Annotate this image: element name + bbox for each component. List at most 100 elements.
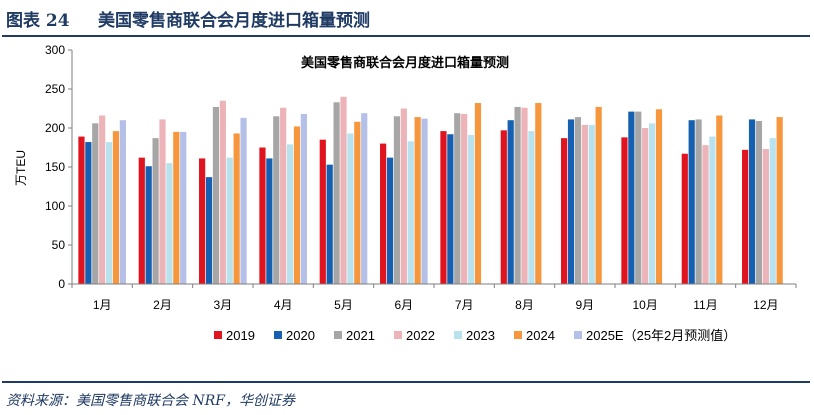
bar (152, 138, 159, 284)
legend-swatch (514, 331, 522, 339)
bar (635, 111, 642, 285)
y-axis: 0 50 100 150 200 250 300 (45, 43, 73, 291)
bar (99, 115, 106, 285)
bar-chart: 美国零售商联合会月度进口箱量预测 万TEU 0 50 100 150 200 250 300… (14, 43, 797, 343)
chart-title: 美国零售商联合会月度进口箱量预测 (301, 55, 509, 70)
legend-swatch (394, 331, 402, 339)
bar (393, 116, 401, 284)
bar (159, 119, 166, 284)
x-tick-label: 5月 (334, 298, 353, 312)
bar (421, 118, 428, 284)
x-axis: 1月 2月 3月 4月 5月 6月 7月 8月 9月 10月 11月 12月 (71, 283, 797, 312)
bar (474, 103, 482, 284)
bar (414, 117, 421, 284)
bar (461, 113, 468, 285)
bar (199, 158, 206, 284)
x-tick-label: 1月 (93, 298, 112, 312)
bars (78, 96, 783, 285)
bar (716, 115, 723, 285)
bar (769, 138, 776, 284)
legend-label: 2022 (406, 328, 435, 343)
legend-label: 2023 (466, 328, 495, 343)
legend-label: 2020 (286, 328, 315, 343)
bar (702, 145, 709, 284)
bar (380, 143, 387, 284)
bar (119, 120, 126, 284)
bar (535, 103, 542, 284)
bar (340, 96, 347, 284)
bar (748, 119, 756, 284)
figure-title: 美国零售商联合会月度进口箱量预测 (98, 11, 370, 31)
bar (454, 113, 461, 285)
y-tick-label: 150 (45, 160, 65, 174)
bar (400, 108, 407, 284)
legend-swatch (334, 331, 342, 339)
legend-swatch (454, 331, 462, 339)
y-tick-label: 100 (45, 199, 65, 213)
x-tick-label: 11月 (693, 298, 717, 312)
x-tick-label: 6月 (394, 298, 413, 312)
bar (648, 123, 656, 284)
bar (85, 142, 92, 284)
bar (514, 106, 521, 284)
bar (354, 121, 361, 284)
bar (333, 102, 340, 284)
legend-label: 2024 (526, 328, 555, 343)
bar (588, 124, 595, 284)
bar (467, 135, 475, 284)
x-tick-label: 9月 (575, 298, 594, 312)
bar (300, 113, 307, 285)
bar (361, 113, 368, 285)
x-tick-label: 2月 (153, 298, 172, 312)
bar (742, 149, 749, 284)
bar (595, 106, 602, 284)
bar (105, 142, 113, 284)
legend: 2019 2020 2021 2022 2023 2024 2025E（25年2月预测值） (214, 328, 736, 343)
legend-swatch (574, 331, 582, 339)
bar (521, 107, 528, 284)
y-axis-label: 万TEU (14, 150, 28, 186)
bar (776, 117, 783, 284)
bar (581, 124, 588, 284)
figure-label: 图表 24 (6, 11, 70, 31)
bar (233, 133, 240, 284)
bar (273, 116, 280, 284)
y-tick-label: 250 (45, 82, 65, 96)
bar (219, 100, 226, 284)
x-tick-label: 4月 (274, 298, 293, 312)
x-tick-label: 12月 (753, 298, 778, 312)
bar (205, 177, 213, 284)
y-tick-label: 0 (58, 277, 65, 291)
legend-label: 2019 (226, 328, 255, 343)
y-tick-label: 300 (45, 43, 65, 57)
legend-label: 2021 (346, 328, 375, 343)
bar (259, 147, 266, 284)
bar (574, 117, 582, 284)
bar (407, 141, 414, 284)
bar (621, 137, 628, 284)
bar (212, 106, 220, 284)
bar (567, 119, 575, 284)
x-tick-label: 3月 (213, 298, 232, 312)
figure-header: 图表 24 美国零售商联合会月度进口箱量预测 (0, 0, 814, 36)
bar (112, 131, 120, 284)
bar (166, 163, 173, 284)
bar (500, 130, 507, 284)
bar (681, 153, 688, 284)
bar (266, 158, 273, 284)
header-rule (2, 35, 810, 37)
bar (280, 107, 287, 284)
x-tick-label: 10月 (632, 298, 657, 312)
bar (695, 119, 702, 284)
x-tick-label: 8月 (515, 298, 534, 312)
bar (145, 166, 152, 284)
bar (709, 136, 716, 284)
bar (180, 131, 187, 284)
bar (447, 134, 454, 284)
bar (286, 144, 294, 284)
y-tick-label: 200 (45, 121, 65, 135)
bar (138, 157, 145, 284)
bar (628, 111, 635, 285)
y-tick-label: 50 (52, 238, 66, 252)
bar (507, 120, 514, 284)
